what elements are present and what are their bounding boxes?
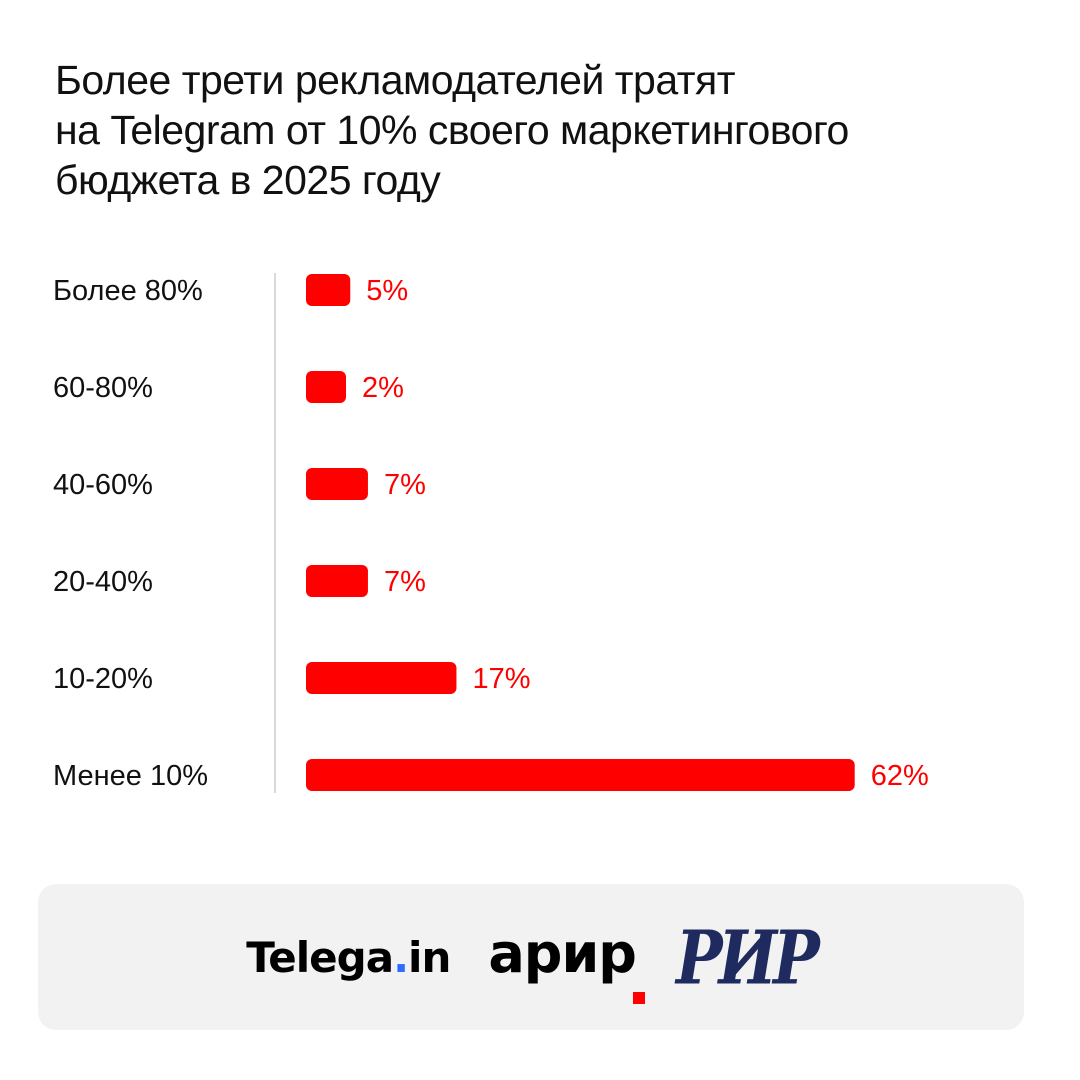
arir-logo-text: арир (488, 921, 637, 985)
category-label: 40-60% (53, 469, 153, 501)
title-line-1: Более трети рекламодателей тратят (55, 57, 735, 103)
bar-value-label: 2% (362, 372, 404, 404)
telega-logo-text: Telega (246, 932, 394, 982)
bar (306, 274, 351, 306)
category-label: 20-40% (53, 566, 153, 598)
title-line-3: бюджета в 2025 году (55, 157, 441, 203)
rir-logo: РИР (675, 913, 820, 1001)
category-label: Менее 10% (53, 760, 208, 792)
bar (306, 468, 368, 500)
bar-value-label: 7% (384, 469, 426, 501)
bar-value-label: 5% (366, 275, 408, 307)
bar (306, 565, 368, 597)
bar (306, 371, 346, 403)
partners-footer: Telega.in арир РИР (38, 884, 1024, 1030)
arir-logo-dot (633, 991, 646, 1004)
chart-title: Более трети рекламодателей тратят на Tel… (55, 55, 1045, 205)
bar-chart: Более 80% 5% 60-80% 2% 40-60% 7% 20-40% 7% 10-20… (53, 273, 929, 793)
bar (306, 662, 457, 694)
arir-logo: арир (488, 921, 646, 1004)
bar-value-label: 7% (384, 566, 426, 598)
bar-value-label: 17% (472, 663, 530, 695)
category-label: Более 80% (53, 275, 203, 307)
bar (306, 759, 855, 791)
telega-logo-suffix: in (408, 932, 451, 982)
telega-logo-dot: . (393, 932, 409, 982)
title-line-2: на Telegram от 10% своего маркетингового (55, 107, 849, 153)
category-label: 60-80% (53, 372, 153, 404)
telega-logo: Telega.in (246, 932, 451, 982)
bar-value-label: 62% (871, 760, 929, 792)
category-label: 10-20% (53, 663, 153, 695)
